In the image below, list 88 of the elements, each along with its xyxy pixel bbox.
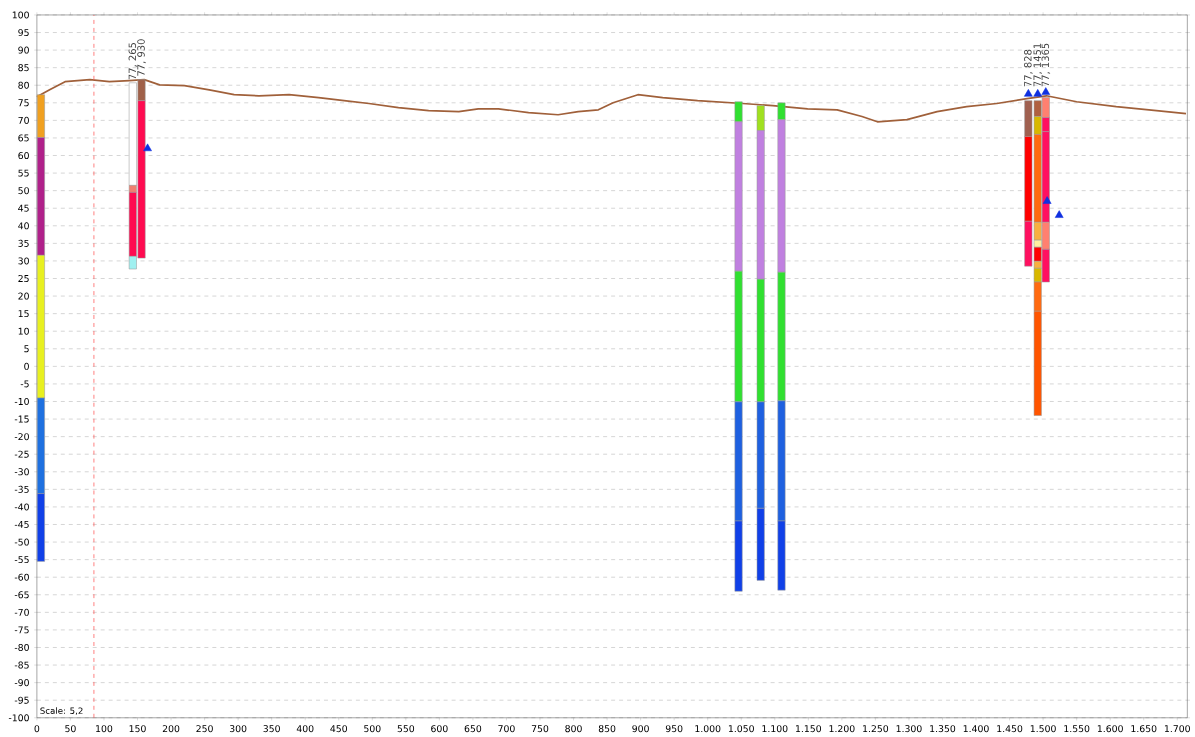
x-tick-label: 200 (162, 725, 180, 733)
y-tick-label: 40 (18, 222, 29, 230)
y-tick-label: 0 (24, 363, 29, 371)
x-tick-label: 650 (464, 725, 482, 733)
x-tick-label: 1.600 (1097, 725, 1123, 733)
point (1042, 196, 1052, 204)
x-tick-label: 400 (296, 725, 314, 733)
x-tick-label: 1.100 (762, 725, 788, 733)
y-tick-label: 100 (12, 11, 29, 19)
x-tick-label: 750 (531, 725, 549, 733)
y-tick-label: -40 (14, 503, 29, 511)
x-tick-label: 150 (129, 725, 146, 733)
y-tick-label: -20 (14, 433, 29, 441)
annotation: Scale: 5,2 (40, 707, 83, 716)
y-tick-label: 60 (18, 152, 29, 160)
y-tick-label: 95 (18, 29, 29, 37)
x-tick-label: 450 (330, 725, 347, 733)
x-tick-label: 100 (96, 725, 113, 733)
y-tick-label: 55 (18, 169, 29, 177)
annotation: 77, 1451 (1033, 43, 1042, 87)
y-tick-label: -5 (20, 380, 29, 388)
y-tick-label: -50 (14, 538, 29, 546)
y-tick-label: -45 (14, 521, 29, 529)
y-tick-label: 45 (18, 204, 29, 212)
x-tick-label: 250 (196, 725, 213, 733)
x-tick-label: 1.500 (1030, 725, 1056, 733)
y-tick-label: 20 (18, 292, 29, 300)
x-tick-label: 1.000 (695, 725, 721, 733)
x-tick-label: 0 (34, 725, 40, 733)
y-tick-label: 65 (18, 134, 29, 142)
x-tick-label: 1.050 (728, 725, 754, 733)
point (1054, 210, 1064, 219)
x-tick-label: 1.550 (1064, 725, 1090, 733)
point (1033, 89, 1043, 97)
x-tick-label: 1.300 (896, 725, 922, 733)
y-tick-label: 75 (18, 99, 29, 107)
x-tick-label: 1.700 (1164, 725, 1190, 733)
y-tick-label: 15 (18, 310, 29, 318)
x-tick-label: 300 (229, 725, 247, 733)
y-tick-label: -25 (14, 450, 29, 458)
x-tick-label: 1.250 (863, 725, 889, 733)
x-tick-label: 50 (65, 725, 76, 733)
y-tick-label: -15 (14, 415, 29, 423)
x-tick-label: 1.400 (963, 725, 989, 733)
point (1024, 89, 1033, 97)
y-tick-label: 10 (18, 327, 29, 335)
x-tick-label: 500 (364, 725, 381, 733)
annotation: 77, 828 (1024, 50, 1033, 87)
point (1041, 87, 1051, 96)
y-tick-label: -55 (14, 556, 29, 564)
y-tick-label: -85 (14, 661, 29, 669)
y-tick-label: -75 (14, 626, 29, 634)
y-tick-label: 90 (18, 46, 29, 54)
x-tick-label: 1.450 (997, 725, 1023, 733)
annotation: 77, 930 (137, 39, 146, 76)
y-tick-label: 80 (18, 81, 29, 89)
y-tick-label: -35 (14, 486, 29, 494)
x-tick-label: 900 (632, 725, 649, 733)
annotation: 77, 1365 (1041, 43, 1051, 87)
y-tick-label: -90 (14, 679, 29, 687)
y-tick-label: 85 (18, 64, 29, 72)
x-tick-label: 850 (598, 725, 616, 733)
y-tick-label: -95 (14, 696, 29, 704)
y-tick-label: -80 (14, 644, 29, 652)
x-tick-label: 950 (665, 725, 683, 733)
y-tick-label: -10 (14, 398, 29, 406)
x-tick-label: 1.200 (829, 725, 855, 733)
y-tick-label: -65 (14, 591, 29, 599)
y-tick-label: 70 (18, 117, 29, 125)
x-tick-label: 1.350 (930, 725, 956, 733)
y-tick-label: 50 (18, 187, 29, 195)
x-tick-label: 700 (498, 725, 515, 733)
y-tick-label: 25 (18, 275, 29, 283)
y-tick-label: -70 (14, 609, 29, 617)
point (143, 143, 152, 152)
y-tick-label: 5 (24, 345, 29, 353)
x-tick-label: 350 (263, 725, 280, 733)
x-tick-label: 600 (431, 725, 448, 733)
y-tick-label: -100 (8, 714, 29, 722)
annotation: 77, 265 (128, 43, 138, 80)
x-tick-label: 1.150 (796, 725, 822, 733)
y-tick-label: 30 (18, 257, 29, 265)
x-tick-label: 550 (397, 725, 415, 733)
y-tick-label: -60 (14, 573, 29, 581)
x-tick-label: 1.650 (1131, 725, 1157, 733)
y-tick-label: 35 (18, 240, 29, 248)
y-tick-label: -30 (14, 468, 29, 476)
x-tick-label: 800 (565, 725, 582, 733)
